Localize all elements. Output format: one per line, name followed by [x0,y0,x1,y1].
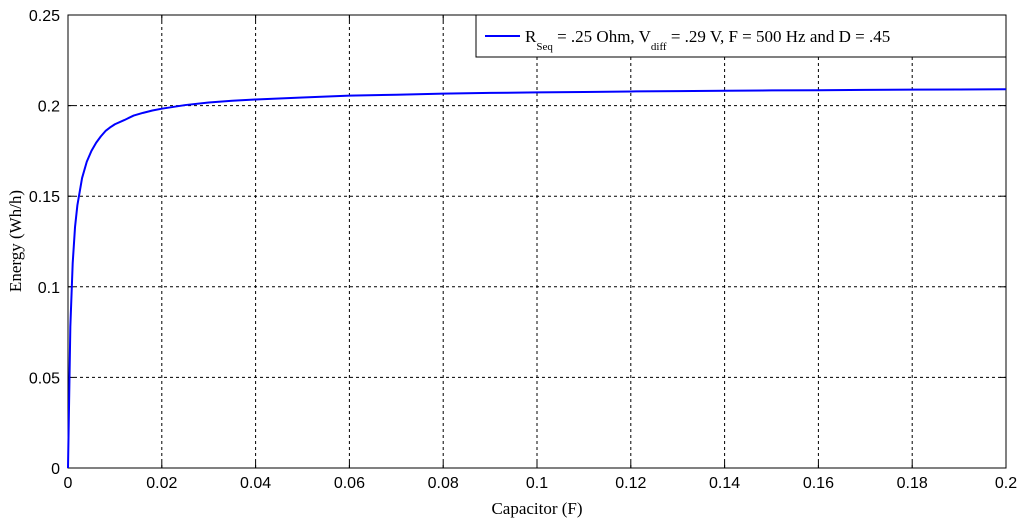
x-tick-label: 0.02 [146,475,177,492]
legend-tail-text: = .29 V, F = 500 Hz and D = .45 [667,27,891,46]
y-tick-label: 0.05 [29,370,60,387]
series-layer [67,88,1007,469]
x-tick-label: 0.1 [526,475,548,492]
legend: RSeq = .25 Ohm, Vdiff = .29 V, F = 500 H… [475,14,1007,58]
y-tick-label: 0.1 [38,280,60,297]
y-axis-title: Energy (Wh/h) [6,190,25,292]
legend-r-symbol: R [525,27,537,46]
x-tick-label: 0.04 [240,475,271,492]
y-tick-label: 0.15 [29,189,60,206]
legend-r-subscript: Seq [536,41,553,53]
x-tick-label: 0 [64,475,73,492]
axis-ticks: 0 0.02 0.04 0.06 0.08 0.1 0.12 0.14 0.16 0.18 0.2 0… [29,8,1017,492]
y-tick-label: 0.2 [38,99,60,116]
legend-mid-text: = .25 Ohm, V [553,27,652,46]
x-tick-label: 0.16 [803,475,834,492]
x-tick-label: 0.12 [615,475,646,492]
x-tick-label: 0.2 [995,475,1017,492]
y-tick-label: 0.25 [29,8,60,25]
x-axis-title: Capacitor (F) [491,499,582,518]
legend-entry: RSeq = .25 Ohm, Vdiff = .29 V, F = 500 H… [525,27,890,53]
x-tick-label: 0.18 [897,475,928,492]
x-tick-label: 0.06 [334,475,365,492]
y-tick-label: 0 [51,461,60,478]
legend-v-subscript: diff [651,41,667,53]
x-tick-label: 0.08 [428,475,459,492]
x-tick-label: 0.14 [709,475,740,492]
grid-lines [68,15,1006,468]
energy-series-line [67,88,1007,469]
legend-box [475,14,1007,58]
